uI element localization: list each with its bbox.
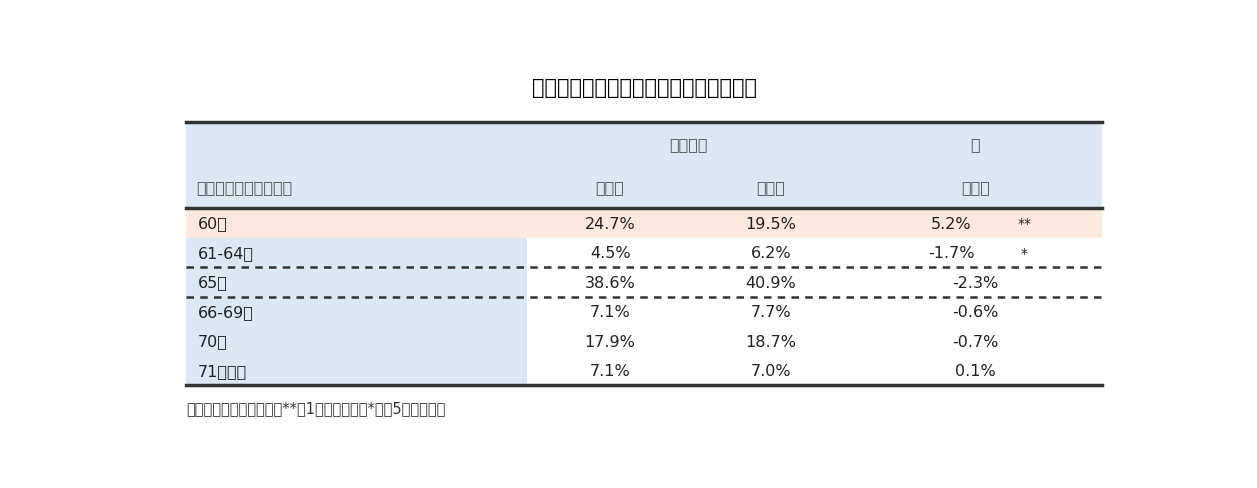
Text: -0.6%: -0.6% [953,305,998,319]
Text: -2.3%: -2.3% [953,275,998,290]
Text: 図表２：公的年金への信頼度と引退年齢: 図表２：公的年金への信頼度と引退年齢 [532,78,757,97]
Text: 5.2%: 5.2% [930,216,972,231]
Bar [186,238,527,268]
Text: 7.1%: 7.1% [590,363,631,378]
Bar [186,209,1102,238]
Text: 19.5%: 19.5% [745,216,796,231]
Text: 信頼低: 信頼低 [596,180,625,195]
Bar [186,356,1102,386]
Text: 差: 差 [970,137,980,152]
Text: 7.7%: 7.7% [750,305,791,319]
Text: *: * [1021,246,1028,260]
Text: 信頼高: 信頼高 [757,180,786,195]
Text: 公的年金: 公的年金 [669,137,708,152]
Text: 7.0%: 7.0% [750,363,791,378]
Bar [186,326,527,356]
Text: -0.7%: -0.7% [953,334,998,349]
Text: 65歳: 65歳 [199,275,228,290]
Text: 71歳以上: 71歳以上 [199,363,248,378]
Bar [186,326,1102,356]
Text: -1.7%: -1.7% [928,245,974,261]
Text: 6.2%: 6.2% [750,245,791,261]
Bar [186,297,1102,326]
Text: 低－高: 低－高 [962,180,989,195]
Text: 70歳: 70歳 [199,334,228,349]
Bar [186,268,527,297]
Text: 18.7%: 18.7% [745,334,797,349]
Text: 66-69歳: 66-69歳 [199,305,254,319]
Bar [186,238,1102,268]
Text: **: ** [1017,217,1031,230]
Text: 0.1%: 0.1% [955,363,996,378]
Text: （資料）筆者作成（注）**は1％有意水準、*は同5％を表す。: （資料）筆者作成（注）**は1％有意水準、*は同5％を表す。 [186,401,446,415]
Bar [186,268,1102,297]
Text: 何歳まで働きたいか？: 何歳まで働きたいか？ [196,180,293,195]
Text: 60歳: 60歳 [199,216,228,231]
Text: 40.9%: 40.9% [745,275,796,290]
Text: 38.6%: 38.6% [585,275,636,290]
Bar [186,209,527,238]
Text: 61-64歳: 61-64歳 [199,245,254,261]
Text: 4.5%: 4.5% [590,245,631,261]
Text: 7.1%: 7.1% [590,305,631,319]
Text: 17.9%: 17.9% [585,334,636,349]
Bar [186,297,527,326]
Text: 24.7%: 24.7% [585,216,636,231]
Bar [186,356,527,386]
